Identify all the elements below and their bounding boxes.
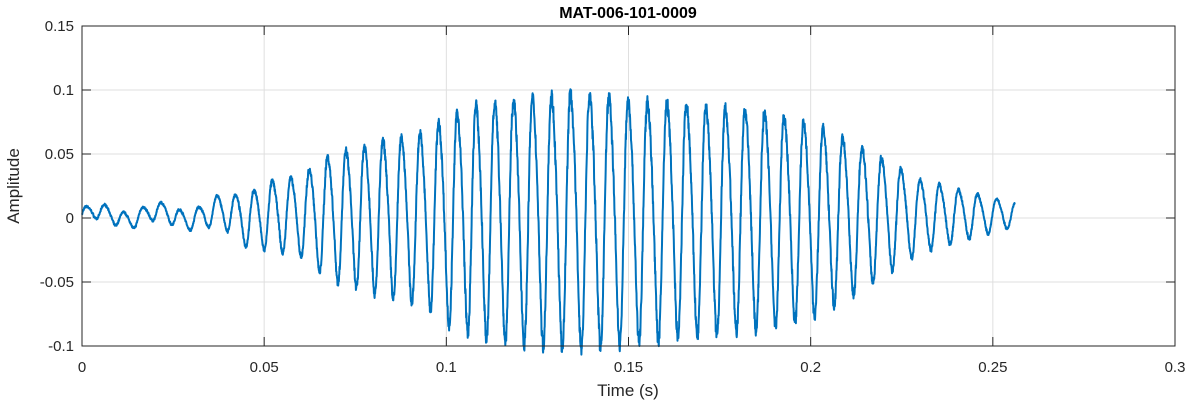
x-tick-labels: 0 0.05 0.1 0.15 0.2 0.25 0.3 bbox=[78, 359, 1186, 376]
x-tick-label: 0 bbox=[78, 359, 86, 376]
x-tick-label: 0.2 bbox=[800, 359, 821, 376]
y-tick-label: 0.1 bbox=[53, 82, 74, 99]
y-tick-label: 0.05 bbox=[45, 146, 74, 163]
chart-title: MAT-006-101-0009 bbox=[559, 5, 697, 22]
x-tick-label: 0.15 bbox=[614, 359, 643, 376]
plot-area bbox=[81, 88, 1016, 356]
axes-box bbox=[81, 25, 1176, 347]
x-tick-label: 0.3 bbox=[1165, 359, 1186, 376]
y-tick-label: 0 bbox=[66, 210, 74, 227]
grid bbox=[81, 25, 1176, 347]
y-tick-labels: -0.1 -0.05 0 0.05 0.1 0.15 bbox=[40, 18, 74, 355]
x-axis-label: Time (s) bbox=[597, 381, 659, 400]
signal-line bbox=[81, 88, 1016, 356]
y-tick-label: -0.1 bbox=[48, 338, 74, 355]
x-tick-label: 0.05 bbox=[250, 359, 279, 376]
x-tick-label: 0.25 bbox=[978, 359, 1007, 376]
x-tick-label: 0.1 bbox=[436, 359, 457, 376]
y-tick-label: 0.15 bbox=[45, 18, 74, 35]
y-tick-label: -0.05 bbox=[40, 274, 74, 291]
y-axis-label: Amplitude bbox=[4, 148, 23, 224]
